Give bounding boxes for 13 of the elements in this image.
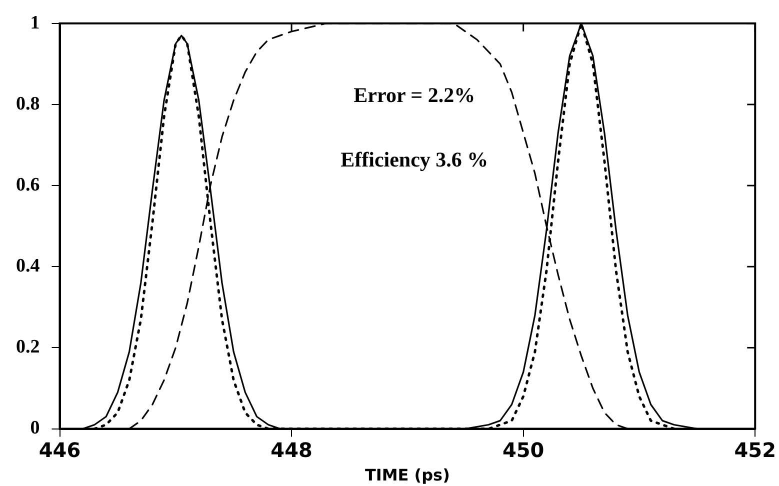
annotation: Efficiency 3.6 %	[340, 148, 488, 172]
x-tick-label: 452	[734, 438, 776, 462]
y-tick-label: 0.8	[16, 93, 40, 114]
y-tick-label: 1	[30, 12, 40, 34]
y-tick-label: 0.6	[16, 174, 40, 196]
annotation: Error = 2.2%	[354, 82, 476, 107]
y-tick-label: 0.4	[16, 256, 40, 277]
x-tick-label: 448	[270, 438, 312, 462]
x-axis-title: TIME (ps)	[364, 466, 450, 485]
x-tick-label: 446	[38, 438, 81, 462]
x-tick-label: 450	[502, 438, 544, 462]
y-tick-label: 0	[30, 418, 40, 439]
y-tick-label: 0.2	[16, 336, 40, 358]
